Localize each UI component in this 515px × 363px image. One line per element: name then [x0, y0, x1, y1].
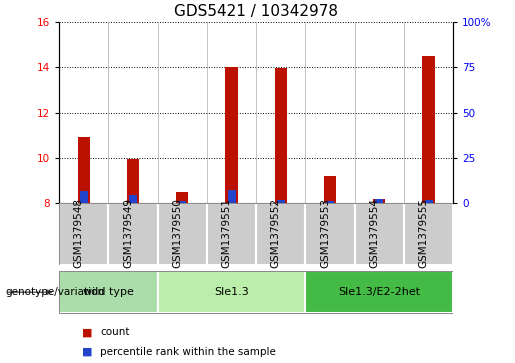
- Bar: [305, 203, 355, 265]
- Title: GDS5421 / 10342978: GDS5421 / 10342978: [174, 4, 338, 19]
- Text: genotype/variation: genotype/variation: [5, 287, 104, 297]
- Bar: [59, 271, 158, 313]
- Bar: [59, 203, 109, 265]
- Bar: [226, 67, 238, 203]
- Text: wild type: wild type: [83, 287, 134, 297]
- Text: GSM1379555: GSM1379555: [419, 198, 428, 268]
- Bar: [424, 200, 433, 203]
- Text: Sle1.3/E2-2het: Sle1.3/E2-2het: [338, 287, 420, 297]
- Bar: [109, 203, 158, 265]
- Text: GSM1379549: GSM1379549: [123, 198, 133, 268]
- Text: GSM1379554: GSM1379554: [369, 198, 380, 268]
- Bar: [274, 68, 287, 203]
- Text: GSM1379553: GSM1379553: [320, 198, 330, 268]
- Bar: [80, 191, 88, 203]
- Text: ■: ■: [82, 347, 93, 357]
- Bar: [127, 159, 139, 203]
- Bar: [207, 203, 256, 265]
- Text: GSM1379551: GSM1379551: [221, 198, 232, 268]
- Text: GSM1379548: GSM1379548: [74, 198, 84, 268]
- Text: GSM1379550: GSM1379550: [173, 198, 182, 268]
- Bar: [256, 203, 305, 265]
- Bar: [158, 203, 207, 265]
- Bar: [324, 176, 336, 203]
- Bar: [355, 203, 404, 265]
- Text: count: count: [100, 327, 130, 337]
- Text: GSM1379552: GSM1379552: [271, 198, 281, 268]
- Text: Sle1.3: Sle1.3: [214, 287, 249, 297]
- Bar: [78, 138, 90, 203]
- Bar: [277, 200, 285, 203]
- Text: percentile rank within the sample: percentile rank within the sample: [100, 347, 277, 357]
- Bar: [422, 56, 435, 203]
- Bar: [375, 199, 383, 203]
- Bar: [158, 271, 305, 313]
- Bar: [373, 199, 386, 203]
- Bar: [305, 271, 453, 313]
- Text: ■: ■: [82, 327, 93, 337]
- Bar: [404, 203, 453, 265]
- Bar: [178, 201, 186, 203]
- Bar: [228, 189, 235, 203]
- Bar: [129, 195, 137, 203]
- Bar: [326, 201, 334, 203]
- Bar: [176, 192, 188, 203]
